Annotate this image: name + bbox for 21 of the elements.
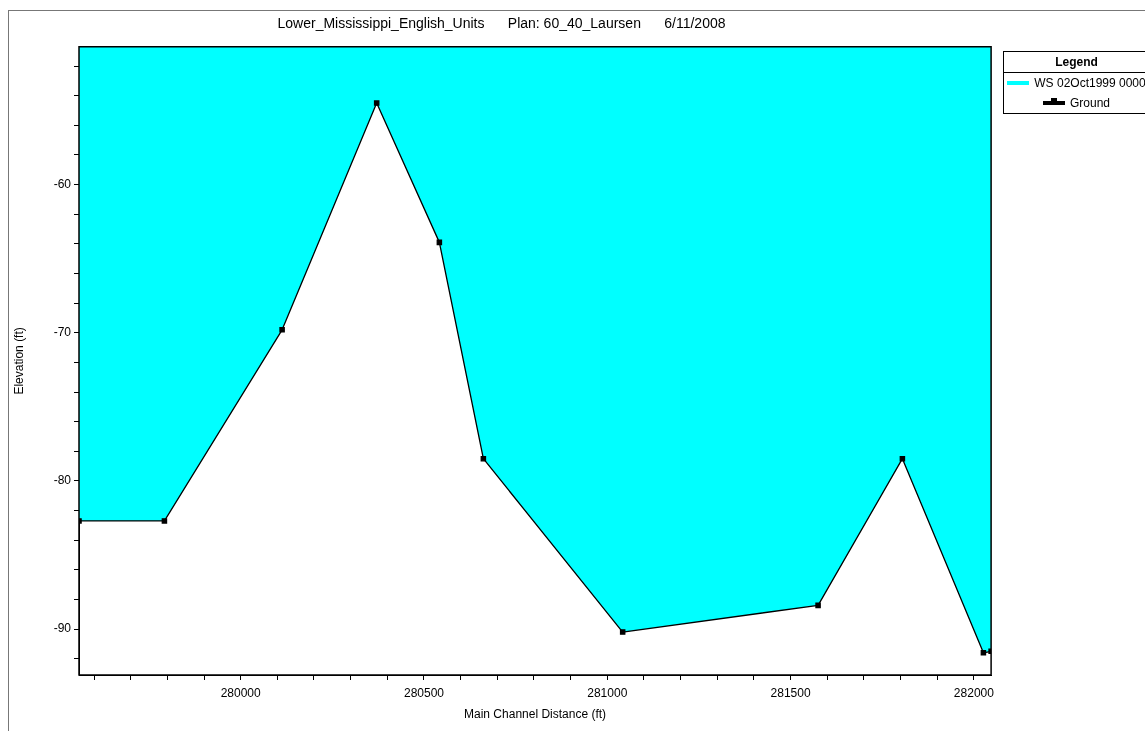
legend-label: WS 02Oct1999 0000 [1034,76,1145,90]
legend-title: Legend [1004,52,1145,73]
x-tick-label: 280000 [220,685,262,700]
legend-label: Ground [1069,96,1111,110]
point [279,327,285,333]
x-tick-label: 281500 [770,685,811,700]
point [161,518,168,524]
x-tick-label: 280500 [403,685,445,700]
y-tick-label: -90 [53,621,72,636]
y-tick-label: -70 [53,325,72,340]
point [980,650,987,656]
point [619,629,626,635]
x-axis-title: Main Channel Distance (ft) [464,707,607,722]
y-tick-label: -60 [53,176,72,191]
point [815,602,821,609]
y-tick-label: -80 [53,473,72,488]
y-axis-title: Elevation (ft) [11,327,26,395]
chart-title: Lower_Mississippi_English_Units Plan: 60_40_Laursen 6/11/2008 [277,15,726,32]
x-tick-label: 281000 [587,685,628,700]
point [373,100,380,106]
x-tick-label: 282000 [953,685,995,700]
